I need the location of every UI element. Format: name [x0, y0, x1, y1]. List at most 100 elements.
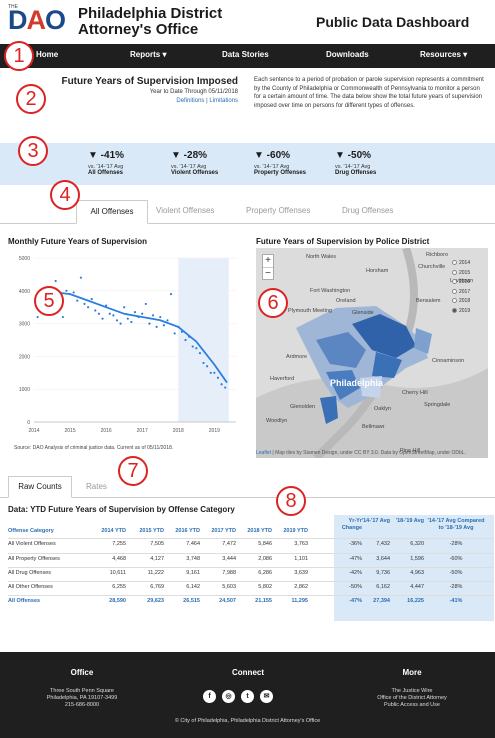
logo-the: THE: [8, 4, 18, 10]
column-header: 2018 YTD: [247, 528, 272, 534]
data-point: [108, 312, 111, 315]
police-district-map[interactable]: North Wales Richboro Horsham Churchville…: [256, 248, 488, 458]
row-label: All Drug Offenses: [8, 570, 52, 576]
data-point: [112, 314, 115, 317]
annotation-badge-4: 4: [50, 180, 80, 210]
main-nav: Home Reports ▾ Data Stories Downloads Re…: [0, 44, 495, 68]
email-icon[interactable]: ✉: [260, 690, 273, 703]
tab-raw-counts[interactable]: Raw Counts: [8, 476, 72, 498]
district-region[interactable]: [326, 370, 360, 400]
tabs-divider: [0, 223, 495, 224]
map-label: Oreland: [336, 298, 356, 304]
year-option-2017[interactable]: 2017: [452, 288, 486, 299]
zoom-out-button[interactable]: −: [263, 267, 273, 279]
annotation-badge-7: 7: [118, 456, 148, 486]
table-cell: -50%: [349, 584, 362, 590]
table-cell: -50%: [449, 570, 463, 576]
nav-reports[interactable]: Reports ▾: [130, 50, 167, 59]
twitter-icon[interactable]: t: [241, 690, 254, 703]
office-link[interactable]: Office of the District Attorney: [377, 695, 447, 701]
link-separator: |: [206, 98, 208, 104]
table-cell: 5,802: [258, 584, 272, 590]
stats-band: ▼ -41% vs. '14-'17 Avg All Offenses ▼ -2…: [0, 143, 495, 185]
footer-connect-title: Connect: [232, 668, 264, 677]
nav-home[interactable]: Home: [36, 50, 59, 59]
annotation-badge-1: 1: [4, 41, 34, 71]
table-cell: 4,127: [150, 556, 164, 562]
stat-violent-offenses: ▼ -28% vs. '14-'17 Avg Violent Offenses: [171, 150, 219, 176]
table-cell: 4,447: [410, 584, 424, 590]
facebook-icon[interactable]: f: [203, 690, 216, 703]
tab-property-offenses[interactable]: Property Offenses: [246, 206, 311, 215]
district-region[interactable]: [360, 376, 382, 398]
data-point: [202, 361, 205, 365]
stat-drug-offenses: ▼ -50% vs. '14-'17 Avg Drug Offenses: [335, 150, 377, 176]
district-region[interactable]: [316, 332, 366, 368]
tab-drug-offenses[interactable]: Drug Offenses: [342, 206, 394, 215]
row-divider: [8, 581, 494, 582]
table-cell: -36%: [349, 541, 362, 547]
leaflet-link[interactable]: Leaflet: [256, 450, 272, 456]
data-point: [72, 291, 75, 294]
table-cell: 9,736: [376, 570, 390, 576]
monthly-supervision-chart: 0 1000 2000 3000 4000 5000 2014 2015 2016 2017 201…: [19, 256, 236, 434]
footer-more-links: The Justice Wire Office of the District …: [350, 688, 474, 709]
map-label: Fort Washington: [310, 288, 351, 294]
year-option-2019[interactable]: 2019: [452, 307, 486, 318]
count-tabs-divider: [0, 497, 495, 498]
map-city-label: Philadelphia: [330, 378, 384, 388]
tab-all-offenses[interactable]: All Offenses: [76, 200, 148, 224]
column-header: 2016 YTD: [175, 528, 200, 534]
footer-more-title: More: [402, 668, 422, 677]
map-label: Glenside: [352, 310, 374, 316]
limitations-link[interactable]: Limitations: [209, 98, 238, 104]
definitions-link[interactable]: Definitions: [176, 98, 205, 104]
public-access-link[interactable]: Public Access and Use: [384, 702, 440, 708]
data-point: [36, 315, 39, 319]
column-header: '18-'19 Avg: [395, 518, 424, 524]
table-cell: -41%: [449, 598, 463, 604]
year-option-2014[interactable]: 2014: [452, 260, 486, 270]
data-point: [115, 319, 119, 322]
data-point: [123, 306, 126, 309]
chart-highlight-band: [178, 258, 229, 422]
map-zoom-control: + −: [262, 254, 274, 280]
table-cell: 1,596: [410, 556, 424, 562]
data-point: [166, 319, 169, 322]
table-cell: 7,464: [186, 541, 200, 547]
annotation-badge-5: 5: [34, 286, 64, 316]
data-point: [94, 309, 97, 312]
table-cell: 4,963: [410, 570, 424, 576]
nav-downloads[interactable]: Downloads: [326, 50, 369, 59]
table-cell: 3,763: [294, 541, 308, 547]
map-label: Oaklyn: [374, 406, 392, 412]
y-tick-label: 2000: [19, 354, 30, 360]
stat-all-offenses: ▼ -41% vs. '14-'17 Avg All Offenses: [88, 150, 125, 176]
map-label: Glenolden: [290, 404, 316, 410]
district-region[interactable]: [352, 314, 416, 358]
year-option-2016[interactable]: 2016: [452, 279, 486, 289]
annotation-badge-6: 6: [258, 288, 288, 318]
data-point: [61, 315, 64, 319]
tab-rates[interactable]: Rates: [86, 482, 107, 491]
x-tick-label: 2016: [101, 428, 112, 434]
year-option-2018[interactable]: 2018: [452, 298, 486, 308]
year-option-2015[interactable]: 2015: [452, 269, 486, 280]
zoom-in-button[interactable]: +: [265, 255, 271, 266]
dao-logo[interactable]: DAO: [8, 5, 66, 35]
nav-resources[interactable]: Resources ▾: [420, 50, 468, 59]
instagram-icon[interactable]: ◎: [222, 690, 235, 703]
district-region[interactable]: [414, 328, 432, 354]
district-region[interactable]: [320, 396, 338, 424]
data-point: [224, 386, 227, 389]
district-region[interactable]: [372, 352, 402, 378]
map-label: Cinnaminson: [432, 358, 465, 364]
data-point: [209, 371, 212, 374]
annotation-badge-2: 2: [16, 84, 46, 114]
tab-violent-offenses[interactable]: Violent Offenses: [156, 206, 215, 215]
map-label: Churchville: [418, 264, 446, 270]
justice-wire-link[interactable]: The Justice Wire: [391, 688, 433, 694]
nav-data-stories[interactable]: Data Stories: [222, 50, 269, 59]
org-name[interactable]: Philadelphia District Attorney's Office: [78, 5, 223, 38]
column-header: 2015 YTD: [139, 528, 164, 534]
